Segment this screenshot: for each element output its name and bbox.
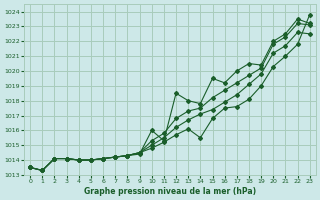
X-axis label: Graphe pression niveau de la mer (hPa): Graphe pression niveau de la mer (hPa)	[84, 187, 256, 196]
